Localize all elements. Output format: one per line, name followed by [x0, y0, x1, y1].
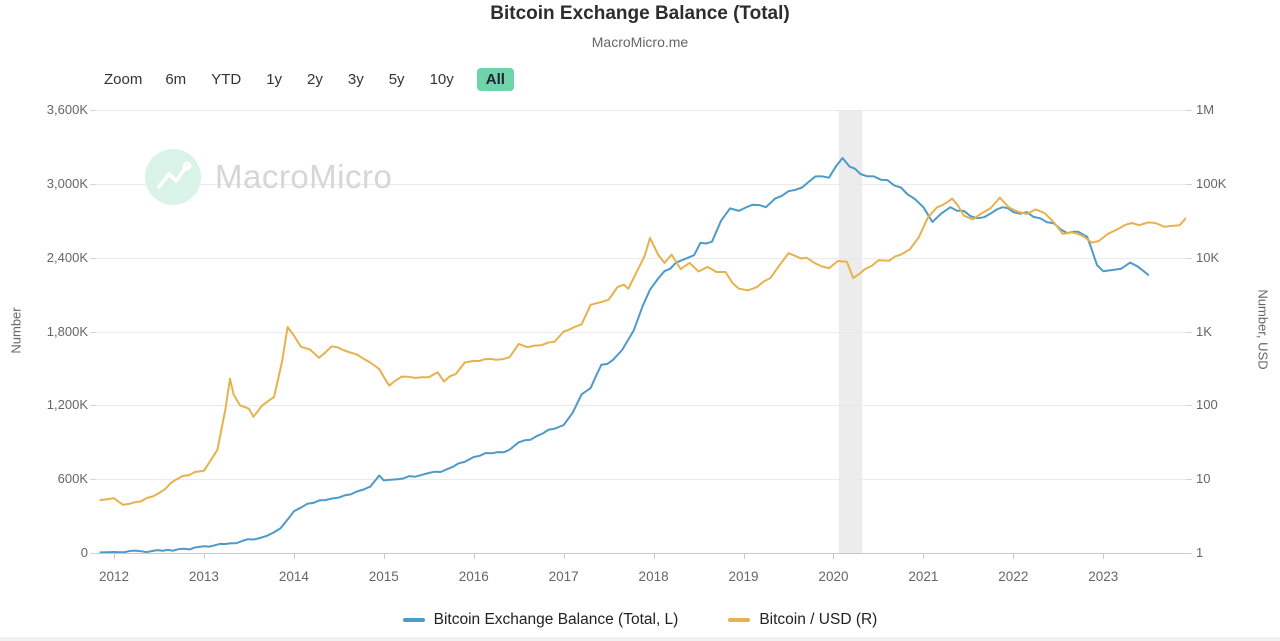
range-button-10y[interactable]: 10y	[428, 68, 456, 91]
highlight-band	[838, 110, 863, 553]
right-axis-tick-label: 1M	[1196, 102, 1215, 117]
line-chart	[99, 110, 1186, 553]
x-axis-tick	[1013, 553, 1015, 559]
gridline	[96, 183, 1186, 185]
left-axis-tick-label: 1,200K	[46, 397, 88, 413]
range-button-3y[interactable]: 3y	[346, 68, 366, 91]
chart-source: MacroMicro.me	[591, 34, 689, 50]
x-axis-tick-label: 2017	[548, 569, 579, 584]
x-axis-tick	[203, 553, 205, 559]
zoom-toolbar: Zoom 6m YTD 1y 2y 3y 5y 10y All	[104, 66, 514, 93]
right-axis-tick-label: 10	[1196, 471, 1211, 487]
axis-tick	[1186, 553, 1192, 554]
left-axis-tick-label: 2,400K	[46, 249, 88, 265]
range-button-all[interactable]: All	[476, 68, 514, 91]
right-axis-tick-label: 100	[1196, 397, 1218, 413]
left-axis-tick-label: 1,800K	[46, 323, 88, 339]
x-axis-tick	[473, 553, 475, 559]
x-axis-tick-label: 2015	[368, 569, 399, 584]
x-axis-tick	[293, 553, 295, 559]
right-axis-tick-label: 10K	[1196, 249, 1220, 265]
axis-tick	[1186, 257, 1192, 259]
axis-tick	[90, 405, 96, 407]
axis-tick	[90, 553, 96, 554]
axis-tick	[1186, 479, 1192, 481]
range-button-5y[interactable]: 5y	[387, 68, 407, 91]
x-axis-line	[96, 553, 1186, 554]
gridline	[96, 257, 1186, 259]
legend-label: Bitcoin Exchange Balance (Total, L)	[433, 611, 679, 628]
right-axis-title: Number, USD	[1255, 289, 1271, 370]
left-axis-tick-label: 0	[80, 545, 88, 560]
x-axis-tick	[113, 553, 115, 559]
x-axis-tick	[833, 553, 835, 559]
left-axis-tick-label: 3,000K	[46, 175, 88, 191]
legend-item-exchange-balance[interactable]: Bitcoin Exchange Balance (Total, L)	[402, 611, 679, 629]
x-axis-tick	[1103, 553, 1105, 559]
legend-item-btc-usd[interactable]: Bitcoin / USD (R)	[728, 611, 877, 629]
x-axis-tick-label: 2021	[908, 569, 939, 584]
gridline	[96, 110, 1186, 111]
x-axis-tick-label: 2020	[818, 569, 849, 584]
axis-tick	[90, 183, 96, 185]
x-axis-tick	[383, 553, 385, 559]
x-axis-tick	[653, 553, 655, 559]
gridline	[96, 331, 1186, 333]
x-axis-tick-label: 2012	[98, 569, 130, 584]
legend: Bitcoin Exchange Balance (Total, L) Bitco…	[0, 611, 1280, 629]
x-axis-tick-label: 2023	[1088, 569, 1119, 584]
series-line-btc-usd	[99, 196, 1186, 506]
right-axis-tick-label: 1	[1196, 545, 1204, 560]
left-axis-tick-label: 3,600K	[46, 102, 88, 117]
axis-tick	[90, 479, 96, 481]
series-line-exchange-balance	[99, 157, 1150, 553]
x-axis-tick-label: 2018	[638, 569, 669, 584]
range-button-1y[interactable]: 1y	[264, 68, 284, 91]
left-axis-tick-label: 600K	[57, 471, 88, 487]
zoom-label: Zoom	[104, 71, 143, 88]
x-axis-tick	[563, 553, 565, 559]
gridline	[96, 479, 1186, 481]
page-title: Bitcoin Exchange Balance (Total)	[490, 3, 790, 24]
x-axis-tick-label: 2014	[278, 569, 309, 584]
legend-line-marker	[728, 618, 751, 622]
right-axis-tick-label: 100K	[1196, 175, 1227, 191]
legend-label: Bitcoin / USD (R)	[759, 611, 878, 628]
legend-line-marker	[402, 618, 425, 622]
x-axis-tick-label: 2019	[728, 569, 759, 584]
axis-tick	[1186, 331, 1192, 333]
axis-tick	[90, 257, 96, 259]
x-axis-tick-label: 2016	[458, 569, 489, 584]
gridline	[96, 405, 1186, 407]
x-axis-tick-label: 2013	[188, 569, 219, 584]
axis-tick	[90, 110, 96, 111]
x-axis-tick-label: 2022	[998, 569, 1029, 584]
axis-tick	[1186, 183, 1192, 185]
x-axis-tick	[743, 553, 745, 559]
range-button-6m[interactable]: 6m	[163, 68, 188, 91]
axis-tick	[1186, 110, 1192, 111]
axis-tick	[1186, 405, 1192, 407]
axis-tick	[90, 331, 96, 333]
range-button-ytd[interactable]: YTD	[209, 68, 243, 91]
footer-strip	[0, 637, 1280, 641]
x-axis-tick	[923, 553, 925, 559]
range-button-2y[interactable]: 2y	[305, 68, 325, 91]
right-axis-tick-label: 1K	[1196, 323, 1212, 339]
